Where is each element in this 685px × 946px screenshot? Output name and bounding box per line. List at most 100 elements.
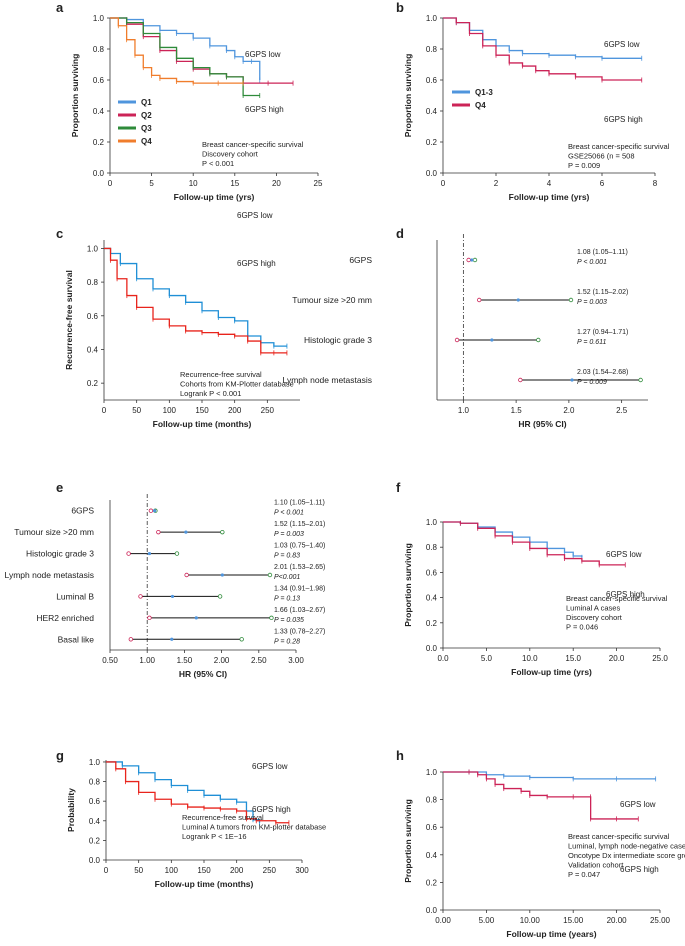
hr-point xyxy=(570,378,574,382)
y-tick-label: 0.8 xyxy=(426,45,438,54)
y-tick-label: 0.8 xyxy=(93,45,105,54)
caption-line: Luminal, lymph node-negative cases xyxy=(568,842,685,851)
y-tick-label: 0.4 xyxy=(87,345,99,354)
y-tick-label: 0.8 xyxy=(426,796,438,805)
x-tick-label: 3.00 xyxy=(288,656,304,665)
y-tick-label: 0.4 xyxy=(93,107,105,116)
y-tick-label: 0.2 xyxy=(87,379,99,388)
caption-line: Breast cancer-specific survival xyxy=(202,140,304,149)
survival-curve-q1-3 xyxy=(443,17,642,59)
caption-line: Cohorts from KM-Plotter database xyxy=(180,380,294,389)
y-tick-label: 0.4 xyxy=(426,594,438,603)
x-tick-label: 0 xyxy=(104,866,109,875)
y-tick-label: 1.0 xyxy=(93,14,105,23)
x-tick-label: 15.00 xyxy=(563,916,584,925)
hr-point xyxy=(194,616,198,620)
ci-upper-marker xyxy=(267,572,273,578)
p-value-text: P = 0.003 xyxy=(577,299,607,306)
ci-lower-marker xyxy=(518,377,523,383)
hr-point xyxy=(516,298,520,302)
forest-row-label: 6GPS xyxy=(71,506,94,516)
ci-text: 1.52 (1.15–2.02) xyxy=(577,289,628,296)
panel-letter: a xyxy=(56,0,64,15)
x-tick-label: 25 xyxy=(314,179,323,188)
panel-letter: b xyxy=(396,0,404,15)
x-tick-label: 25.0 xyxy=(652,654,668,663)
x-tick-label: 1.50 xyxy=(177,656,193,665)
ci-upper-marker xyxy=(174,551,180,556)
forest-row-label: Lymph node metastasis xyxy=(5,570,94,580)
x-tick-label: 10 xyxy=(189,179,198,188)
curve-annotation: 6GPS high xyxy=(604,115,643,124)
x-axis-label: HR (95% CI) xyxy=(179,669,227,679)
ci-text: 1.33 (0.78–2.27) xyxy=(274,628,325,635)
x-tick-label: 4 xyxy=(547,179,552,188)
x-tick-label: 5 xyxy=(149,179,154,188)
curve-annotation: 6GPS high xyxy=(620,865,659,874)
x-tick-label: 2.50 xyxy=(251,656,267,665)
ci-upper-marker xyxy=(472,257,478,263)
chart-panel-b: b 0.0 0.2 0.4 0.6 0.8 1.0 0 2 4 6 8 Follow-up time (… xyxy=(396,0,670,202)
x-tick-label: 150 xyxy=(195,406,209,415)
curve-annotation: 6GPS high xyxy=(245,105,284,114)
y-tick-label: 0.2 xyxy=(89,836,101,845)
y-tick-label: 0.4 xyxy=(426,851,438,860)
x-tick-label: 0 xyxy=(441,179,446,188)
x-tick-label: 50 xyxy=(132,406,141,415)
caption-line: Breast cancer-specific survival xyxy=(566,594,668,603)
x-tick-label: 300 xyxy=(295,866,309,875)
x-tick-label: 2 xyxy=(494,179,499,188)
hr-point xyxy=(470,258,474,262)
p-value-text: P = 0.13 xyxy=(274,595,300,602)
panel-letter: e xyxy=(56,480,63,495)
forest-row-label: Luminal B xyxy=(56,591,94,601)
x-tick-label: 6 xyxy=(600,179,605,188)
ci-lower-marker xyxy=(128,637,134,642)
y-tick-label: 0.8 xyxy=(87,278,99,287)
ci-lower-marker xyxy=(156,529,161,535)
x-axis-label: Follow-up time (yrs) xyxy=(511,667,592,677)
hr-point xyxy=(184,530,188,534)
caption-line: Recurrence-free survival xyxy=(180,370,262,379)
x-tick-label: 2.0 xyxy=(563,406,575,415)
curve-annotation: 6GPS low xyxy=(245,50,281,59)
legend-label: Q4 xyxy=(141,137,152,146)
y-tick-label: 0.2 xyxy=(426,878,438,887)
survival-curve-high xyxy=(106,761,289,824)
x-tick-label: 2.5 xyxy=(616,406,628,415)
survival-curve-q1 xyxy=(110,17,261,80)
ci-upper-marker xyxy=(536,337,541,343)
hr-point xyxy=(220,573,224,577)
y-axis-label: Probability xyxy=(66,788,76,832)
x-tick-label: 0.50 xyxy=(102,656,118,665)
y-axis-label: Proportion surviving xyxy=(403,543,413,627)
curve-annotation: 6GPS low xyxy=(252,762,288,771)
panel-letter: f xyxy=(396,480,401,495)
caption-line: Logrank P < 1E−16 xyxy=(182,832,247,841)
x-axis-label: Follow-up time (years) xyxy=(506,929,596,939)
y-tick-label: 0.0 xyxy=(426,906,438,915)
ci-text: 1.10 (1.05–1.11) xyxy=(274,500,325,507)
p-value-text: P = 0.83 xyxy=(274,553,300,560)
x-tick-label: 1.0 xyxy=(458,406,470,415)
forest-row-label: Histologic grade 3 xyxy=(304,335,372,345)
y-tick-label: 0.4 xyxy=(89,817,101,826)
y-tick-label: 0.0 xyxy=(89,856,101,865)
x-tick-label: 10.0 xyxy=(522,654,538,663)
y-axis-label: Proportion surviving xyxy=(403,799,413,883)
y-axis-label: Proportion surviving xyxy=(70,54,80,138)
curve-annotation: 6GPS high xyxy=(252,805,291,814)
y-tick-label: 0.8 xyxy=(89,778,101,787)
ci-upper-marker xyxy=(568,297,574,303)
ci-upper-marker xyxy=(239,637,244,642)
legend-label: Q2 xyxy=(141,111,152,120)
y-tick-label: 0.0 xyxy=(93,169,105,178)
x-tick-label: 0 xyxy=(102,406,107,415)
x-tick-label: 2.00 xyxy=(214,656,230,665)
x-tick-label: 100 xyxy=(165,866,179,875)
y-tick-label: 0.2 xyxy=(93,138,105,147)
hr-point xyxy=(490,338,494,342)
forest-row-label: 6GPS xyxy=(349,255,372,265)
y-tick-label: 1.0 xyxy=(89,758,101,767)
